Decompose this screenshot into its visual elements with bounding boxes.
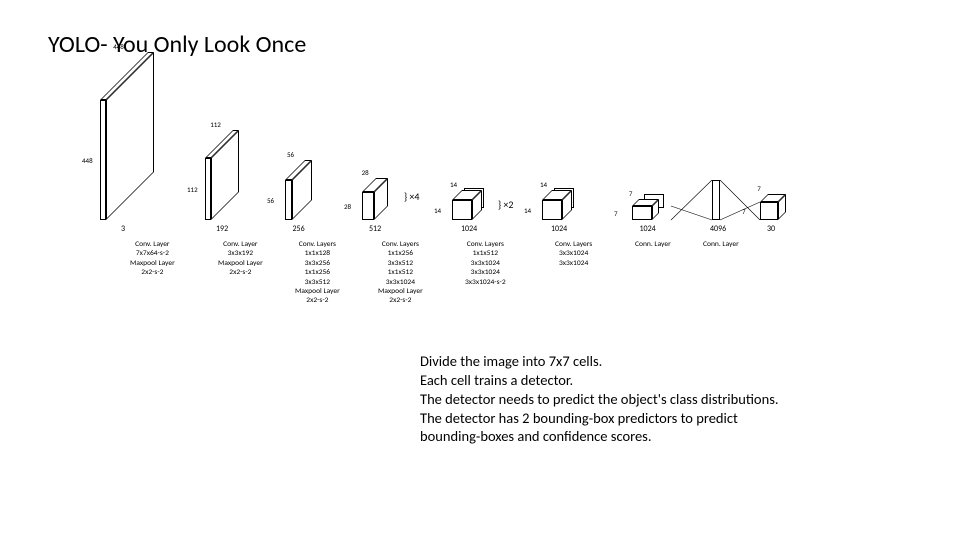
dim-label: 448 xyxy=(82,156,93,165)
description-line: The detector needs to predict the object… xyxy=(420,390,779,409)
layer-label: Conv. Layer 7x7x64-s-2 Maxpool Layer 2x2… xyxy=(130,240,175,278)
layer-label: Conn. Layer xyxy=(703,240,739,249)
description-line: bounding-boxes and confidence scores. xyxy=(420,427,779,446)
description-text: Divide the image into 7x7 cells.Each cel… xyxy=(420,352,779,446)
layer-label: Conv. Layers 1x1x128 3x3x256 1x1x256 3x3… xyxy=(295,240,340,306)
layer-label: Conv. Layers 3x3x1024 3x3x1024 xyxy=(555,240,592,268)
layer-label: Conv. Layers 1x1x256 3x3x512 1x1x512 3x3… xyxy=(378,240,423,306)
architecture-diagram: 4484483112112192565625628285121414102414… xyxy=(100,90,860,310)
page-title: YOLO- You Only Look Once xyxy=(48,30,306,59)
description-line: Divide the image into 7x7 cells. xyxy=(420,352,779,371)
dim-label: 448 xyxy=(113,42,124,51)
layer-label: Conn. Layer xyxy=(635,240,671,249)
description-line: The detector has 2 bounding-box predicto… xyxy=(420,409,779,428)
description-line: Each cell trains a detector. xyxy=(420,371,779,390)
layer-label: Conv. Layers 1x1x512 3x3x1024 3x3x1024 3… xyxy=(465,240,506,287)
layer-label: Conv. Layer 3x3x192 Maxpool Layer 2x2-s-… xyxy=(218,240,263,278)
